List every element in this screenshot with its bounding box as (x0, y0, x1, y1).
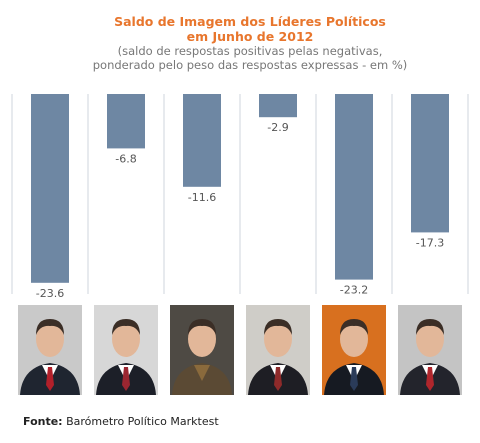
bar-1 (31, 94, 69, 283)
data-label-4: -2.9 (267, 121, 288, 134)
data-label-6: -17.3 (416, 236, 444, 249)
bar-3 (183, 94, 221, 187)
data-label-3: -11.6 (188, 191, 216, 204)
bar-6 (411, 94, 449, 233)
chart-subtitle-line1: (saldo de respostas positivas pelas nega… (117, 44, 383, 58)
data-label-5: -23.2 (340, 284, 368, 297)
photo-leader-5 (322, 305, 386, 395)
source-note: Fonte: Barómetro Político Marktest (23, 415, 219, 428)
photo-leader-6 (398, 305, 462, 395)
bar-4 (259, 94, 297, 118)
source-text: Barómetro Político Marktest (66, 415, 219, 428)
chart-subtitle-line2: ponderado pelo peso das respostas expres… (92, 58, 408, 72)
photo-leader-1 (18, 305, 82, 395)
data-label-1: -23.6 (36, 287, 64, 300)
chart-title: Saldo de Imagem dos Líderes Políticos (114, 14, 386, 29)
chart-title-line2: em Junho de 2012 (186, 29, 314, 44)
data-label-2: -6.8 (115, 152, 136, 165)
photo-leader-2 (94, 305, 158, 395)
source-label: Fonte: (23, 415, 63, 428)
photo-leader-4 (246, 305, 310, 395)
chart-title-block: Saldo de Imagem dos Líderes Políticos em… (0, 14, 480, 72)
bar-2 (107, 94, 145, 149)
bar-chart: -23.6 -6.8 -11.6 -2.9 -23.2 -17.3 (11, 94, 469, 300)
bar-5 (335, 94, 373, 280)
photo-leader-3 (170, 305, 234, 395)
